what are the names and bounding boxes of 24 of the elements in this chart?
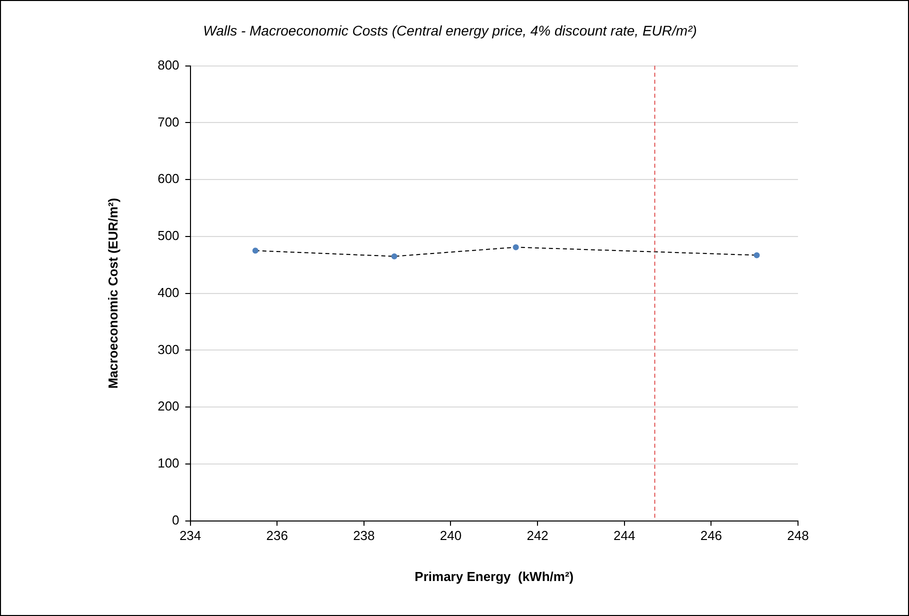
y-tick-label: 600 bbox=[158, 171, 180, 186]
point bbox=[391, 253, 398, 260]
chart-title: Walls - Macroeconomic Costs (Central energy price, 4% discount rate, EUR/m²) bbox=[203, 22, 697, 38]
x-tick-label: 234 bbox=[179, 528, 202, 544]
y-axis-title: Macroeconomic Cost (EUR/m²) bbox=[105, 198, 120, 389]
y-tick-label: 300 bbox=[158, 342, 180, 357]
y-tick-label: 800 bbox=[158, 57, 180, 72]
x-tick-label: 236 bbox=[266, 528, 288, 544]
y-tick-label: 700 bbox=[158, 114, 180, 130]
point bbox=[754, 252, 760, 258]
point bbox=[252, 248, 258, 254]
point bbox=[512, 244, 519, 250]
x-tick-label: 244 bbox=[614, 528, 636, 544]
x-tick-label: 242 bbox=[526, 528, 548, 544]
x-tick-label: 238 bbox=[353, 528, 375, 544]
x-tick-label: 240 bbox=[440, 528, 462, 544]
y-tick-label: 0 bbox=[172, 512, 180, 528]
y-tick-label: 400 bbox=[158, 284, 180, 300]
y-tick-label: 100 bbox=[158, 456, 180, 471]
y-tick-label: 200 bbox=[158, 398, 180, 414]
y-tick-label: 500 bbox=[158, 228, 180, 244]
x-tick-label: 248 bbox=[787, 528, 809, 544]
x-tick-label: 246 bbox=[700, 528, 722, 544]
x-axis-title: Primary Energy (kWh/m²) bbox=[414, 568, 574, 584]
